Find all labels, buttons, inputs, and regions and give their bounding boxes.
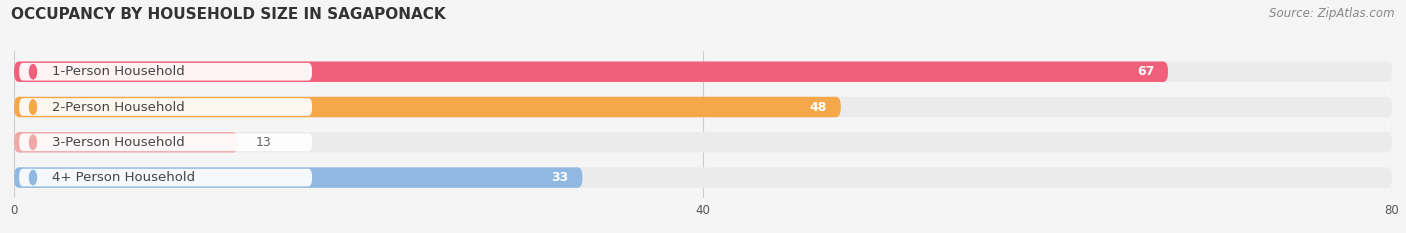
FancyBboxPatch shape: [14, 132, 238, 153]
Text: 2-Person Household: 2-Person Household: [52, 100, 184, 113]
Circle shape: [30, 100, 37, 114]
Text: 3-Person Household: 3-Person Household: [52, 136, 184, 149]
FancyBboxPatch shape: [14, 97, 1392, 117]
FancyBboxPatch shape: [14, 167, 1392, 188]
Text: 1-Person Household: 1-Person Household: [52, 65, 184, 78]
FancyBboxPatch shape: [20, 98, 312, 116]
FancyBboxPatch shape: [20, 63, 312, 81]
FancyBboxPatch shape: [20, 169, 312, 186]
Text: Source: ZipAtlas.com: Source: ZipAtlas.com: [1270, 7, 1395, 20]
FancyBboxPatch shape: [20, 134, 312, 151]
FancyBboxPatch shape: [14, 97, 841, 117]
Circle shape: [30, 135, 37, 149]
Text: OCCUPANCY BY HOUSEHOLD SIZE IN SAGAPONACK: OCCUPANCY BY HOUSEHOLD SIZE IN SAGAPONAC…: [11, 7, 446, 22]
Text: 48: 48: [810, 100, 827, 113]
Circle shape: [30, 170, 37, 185]
Text: 33: 33: [551, 171, 568, 184]
FancyBboxPatch shape: [14, 62, 1168, 82]
Text: 67: 67: [1137, 65, 1154, 78]
Text: 4+ Person Household: 4+ Person Household: [52, 171, 195, 184]
FancyBboxPatch shape: [14, 167, 582, 188]
Circle shape: [30, 65, 37, 79]
FancyBboxPatch shape: [14, 132, 1392, 153]
FancyBboxPatch shape: [14, 62, 1392, 82]
Text: 13: 13: [256, 136, 271, 149]
